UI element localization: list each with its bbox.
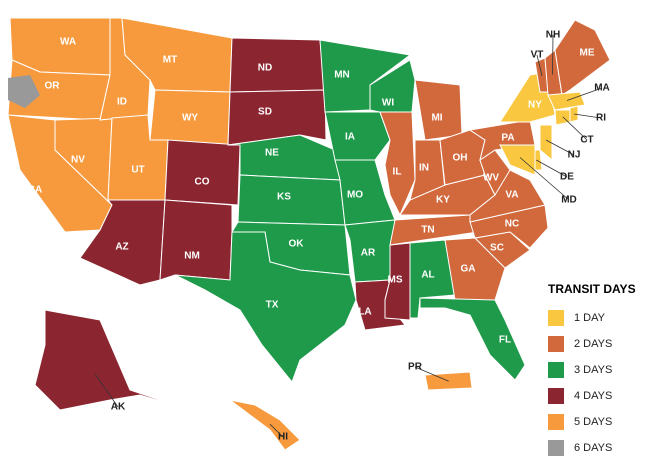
- legend-swatch: [548, 336, 564, 352]
- state: [229, 399, 301, 451]
- legend-label: 1 DAY: [574, 312, 606, 324]
- state-label: NJ: [568, 150, 581, 161]
- state-label: PA: [501, 133, 514, 144]
- state-label: OR: [45, 81, 61, 92]
- state-label: WV: [483, 173, 499, 184]
- state-label: ME: [580, 48, 595, 59]
- state: [419, 297, 526, 381]
- state-label: RI: [596, 113, 606, 124]
- state-label: HI: [278, 432, 288, 443]
- state-label: LA: [358, 307, 371, 318]
- legend-swatch: [548, 440, 564, 456]
- leader-line: [545, 139, 575, 156]
- state-label: MO: [347, 190, 363, 201]
- state: [237, 174, 346, 226]
- leader-line: [414, 366, 449, 382]
- state: [539, 124, 553, 162]
- legend-title: TRANSIT DAYS: [548, 282, 636, 296]
- state-label: CT: [580, 135, 593, 146]
- leader-line: [94, 373, 119, 408]
- state: [499, 144, 536, 176]
- legend-swatch: [548, 362, 564, 378]
- state-label: MI: [431, 113, 442, 124]
- state: [554, 109, 571, 126]
- state-label: MN: [334, 70, 350, 81]
- leader-line: [562, 116, 588, 141]
- state-label: WY: [182, 113, 198, 124]
- state-label: IA: [345, 132, 355, 143]
- gray-region: [8, 75, 40, 108]
- state-label: SD: [258, 107, 272, 118]
- legend-label: 6 DAYS: [574, 442, 612, 454]
- state-label: MT: [163, 55, 177, 66]
- state: [547, 91, 586, 111]
- state-label: ID: [117, 97, 127, 108]
- leader-line: [552, 34, 554, 75]
- state-label: TX: [266, 300, 279, 311]
- state: [159, 199, 233, 281]
- state: [229, 37, 326, 93]
- state-label: DE: [560, 172, 574, 183]
- state: [379, 111, 416, 217]
- state-label: WA: [60, 37, 76, 48]
- state-label: UT: [131, 165, 144, 176]
- leader-line: [269, 423, 284, 438]
- state-label: IL: [393, 167, 402, 178]
- state: [414, 79, 463, 141]
- state-label: KY: [436, 195, 450, 206]
- state-label: AZ: [115, 242, 128, 253]
- state: [469, 169, 546, 223]
- state: [174, 231, 357, 384]
- state-label: NC: [505, 219, 519, 230]
- state-label: TN: [421, 225, 434, 236]
- state-label: CO: [195, 177, 210, 188]
- leader-line: [566, 87, 603, 101]
- state-label: AL: [421, 270, 434, 281]
- state-label: NE: [265, 148, 279, 159]
- state-label: ND: [258, 63, 272, 74]
- state-label: NM: [184, 251, 200, 262]
- state-label: NY: [528, 100, 542, 111]
- state-label: CA: [28, 185, 42, 196]
- leader-line: [536, 159, 568, 178]
- state-label: SC: [490, 243, 504, 254]
- state-label: PR: [408, 362, 423, 373]
- legend-swatch: [548, 388, 564, 404]
- state-label: NV: [71, 155, 85, 166]
- legend-label: 3 DAYS: [574, 364, 612, 376]
- state-label: VA: [505, 190, 518, 201]
- leader-line: [536, 54, 543, 77]
- legend-label: 2 DAYS: [574, 338, 612, 350]
- state-label: OH: [453, 153, 468, 164]
- state-label: MS: [388, 275, 403, 286]
- state-label: IN: [419, 163, 429, 174]
- leader-line: [573, 113, 602, 119]
- state-label: GA: [461, 264, 476, 275]
- state-label: NH: [546, 30, 560, 41]
- state-label: VT: [531, 50, 544, 61]
- leader-line: [519, 157, 570, 201]
- legend-swatch: [548, 414, 564, 430]
- state-label: OK: [289, 239, 305, 250]
- state-label: AK: [111, 402, 126, 413]
- legend-label: 4 DAYS: [574, 390, 612, 402]
- state: [164, 139, 241, 206]
- legend-label: 5 DAYS: [574, 416, 612, 428]
- state: [34, 309, 191, 411]
- state: [324, 111, 391, 161]
- state-label: AR: [361, 248, 376, 259]
- state-label: MD: [561, 195, 577, 206]
- state-label: KS: [277, 192, 291, 203]
- state-label: WI: [382, 98, 394, 109]
- state: [227, 89, 327, 146]
- state-label: MA: [594, 83, 610, 94]
- legend-swatch: [548, 310, 564, 326]
- state-label: FL: [499, 335, 511, 346]
